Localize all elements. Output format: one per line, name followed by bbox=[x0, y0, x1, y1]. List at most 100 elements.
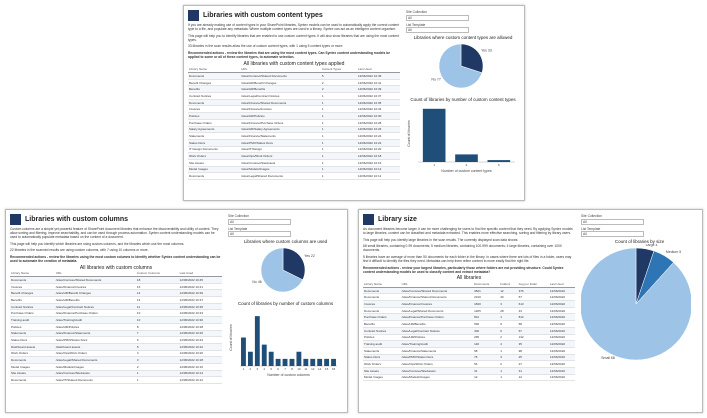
slicer-value: All bbox=[228, 218, 291, 225]
table-cell: Documents bbox=[10, 356, 55, 364]
chart-column: Site Collection All List Template All Count … bbox=[579, 214, 698, 408]
column-header: Library Name bbox=[188, 66, 241, 74]
table-cell: Purchase Orders bbox=[188, 119, 241, 127]
paragraph: This page will help you identify large l… bbox=[363, 237, 519, 242]
table-cell: Benefits bbox=[363, 320, 401, 328]
table-cell: 12/06/2022 10:28 bbox=[356, 119, 400, 127]
table-cell: /sites/HR/Benefits bbox=[400, 320, 474, 328]
table-cell: 57 bbox=[517, 293, 550, 302]
table-cell: 12 bbox=[473, 374, 500, 382]
data-table: Library Name URL Custom Columns Last Used Do… bbox=[10, 270, 222, 385]
panel-header: Libraries with custom content types bbox=[184, 6, 524, 22]
table-cell: 98 bbox=[473, 347, 500, 355]
table-cell: Documents bbox=[188, 72, 241, 80]
table-cell: 1 bbox=[320, 92, 357, 100]
pie-slice bbox=[260, 247, 304, 293]
slicer-value: All bbox=[581, 231, 644, 238]
x-tick-label: 12 bbox=[311, 367, 315, 371]
bar bbox=[331, 359, 336, 367]
x-tick-label: 8 bbox=[291, 367, 293, 371]
table-cell: /sites/Finance/Statements bbox=[240, 132, 321, 140]
table-cell: /sites/Finance/Statements bbox=[400, 347, 474, 355]
bar bbox=[455, 154, 478, 163]
table-cell: 1 bbox=[320, 172, 357, 181]
report-panel: Libraries with custom content types If yo… bbox=[183, 5, 525, 201]
table-row: Policies/sites/HR/Policies 265 2 132 12/06/2… bbox=[363, 334, 575, 342]
table-cell: 12/06/2022 10:22 bbox=[178, 343, 222, 351]
table-cell: 12/06/2022 10:41 bbox=[356, 79, 400, 87]
table-cell: /sites/Legal/Contract Notices bbox=[240, 92, 321, 100]
x-tick-label: 10 bbox=[297, 367, 301, 371]
x-tick-label: 4 bbox=[263, 367, 265, 371]
table-cell: /sites/HR/Benefits bbox=[54, 296, 136, 304]
table-cell: /sites/IT/Design bbox=[240, 146, 321, 154]
table-cell: 10 bbox=[135, 309, 179, 318]
table-row: Contract Notices/sites/Legal/Contract No… bbox=[188, 92, 400, 100]
table-cell: 12/06/2022 bbox=[549, 307, 575, 315]
table-cell: 530 bbox=[473, 320, 500, 328]
chart-title: Libraries where custom content types are… bbox=[413, 35, 513, 41]
table-cell: Documents bbox=[363, 293, 401, 302]
table-cell: 12/06/2022 10:45 bbox=[178, 276, 222, 284]
slicer: List Template All bbox=[228, 227, 343, 238]
recommendation: Recommended actions - review the librari… bbox=[188, 50, 391, 60]
table-cell: /sites/Ops/Work Orders bbox=[54, 350, 136, 358]
table-cell: 12/06/2022 10:18 bbox=[356, 152, 400, 160]
table-row: Purchase Orders/sites/Finance/Purchase O… bbox=[10, 309, 222, 318]
table-cell: 18 bbox=[135, 276, 179, 284]
paragraph: 5 libraries have an average of more than… bbox=[363, 254, 572, 264]
column-header: Last Used bbox=[178, 270, 222, 278]
table-cell: 12/06/2022 bbox=[549, 334, 575, 342]
logo-icon bbox=[363, 213, 374, 225]
table-cell: /sites/Finance/Invoices bbox=[400, 300, 474, 308]
x-tick-label: 5 bbox=[270, 367, 272, 371]
slicer-label: Site Collection bbox=[581, 214, 603, 218]
paragraph: 33 libraries in the scan results allow t… bbox=[188, 44, 344, 49]
x-tick-label: 2 bbox=[466, 163, 468, 167]
table-cell: 12/06/2022 bbox=[549, 287, 575, 295]
bar bbox=[324, 359, 330, 367]
table-cell: 14 bbox=[135, 289, 179, 298]
table-cell: 10 bbox=[135, 316, 179, 324]
table-cell: /sites/Contoso/SiteAssets bbox=[240, 159, 321, 167]
table-cell: Benefit Changes bbox=[10, 289, 55, 298]
table-cell: Policies bbox=[188, 112, 241, 120]
table-cell: Statements bbox=[10, 330, 55, 338]
table-cell: Invoices bbox=[363, 300, 401, 308]
table-cell: /sites/IT/Shared Documents bbox=[54, 376, 136, 385]
table-cell: /sites/Finance/Invoices bbox=[54, 283, 136, 291]
slice-label: No 46 bbox=[252, 280, 261, 284]
table-cell: 12/06/2022 10:12 bbox=[178, 376, 222, 385]
table-cell: 12/06/2022 10:39 bbox=[178, 289, 222, 298]
column-header: URL bbox=[240, 66, 321, 74]
table-row: Documents/sites/Legal/Shared Documents 1 1… bbox=[188, 172, 400, 181]
table-row: IT Design Documents/sites/IT/Design 1 12/0… bbox=[188, 146, 400, 154]
table-cell: /sites/Ops/Work Orders bbox=[400, 360, 474, 368]
table-row: Training audit/sites/Training/Audit 10 12/… bbox=[10, 316, 222, 324]
table-cell: Contract Notices bbox=[10, 303, 55, 311]
table-cell: /sites/PMO/Status Docs bbox=[240, 139, 321, 147]
bar bbox=[261, 344, 267, 367]
table-cell: 98 bbox=[517, 347, 550, 355]
panel-title: Libraries with custom content types bbox=[203, 11, 323, 19]
table-cell: 5 bbox=[135, 343, 179, 351]
table-cell: 12/06/2022 10:35 bbox=[178, 303, 222, 311]
paragraph: As document libraries become larger, it … bbox=[363, 227, 573, 236]
table-cell: 2 bbox=[135, 363, 179, 371]
table-cell: 28 bbox=[499, 307, 518, 315]
slicer-value: All bbox=[581, 218, 644, 225]
table-cell: 40 bbox=[499, 293, 518, 302]
table-cell: /sites/Legal/Shared Documents bbox=[400, 307, 474, 315]
table-cell: 6 bbox=[499, 327, 518, 335]
table-cell: 1 bbox=[499, 374, 518, 382]
table-cell: 12/06/2022 10:22 bbox=[356, 139, 400, 147]
table-cell: 12/06/2022 10:37 bbox=[178, 296, 222, 304]
data-table: Library Name URL Documents Folders Avg per f… bbox=[363, 281, 575, 382]
table-cell: 4521 bbox=[473, 287, 500, 295]
bar bbox=[268, 351, 274, 367]
table-cell: /dashboard assets bbox=[54, 343, 136, 351]
table-cell: 1 bbox=[499, 347, 518, 355]
table-row: Documents/sites/IT/Shared Documents 1 12/0… bbox=[10, 376, 222, 385]
table-row: Model Images/sites/Models/Images 12 1 12 12/… bbox=[363, 374, 575, 382]
x-tick-label: 3 bbox=[256, 367, 258, 371]
